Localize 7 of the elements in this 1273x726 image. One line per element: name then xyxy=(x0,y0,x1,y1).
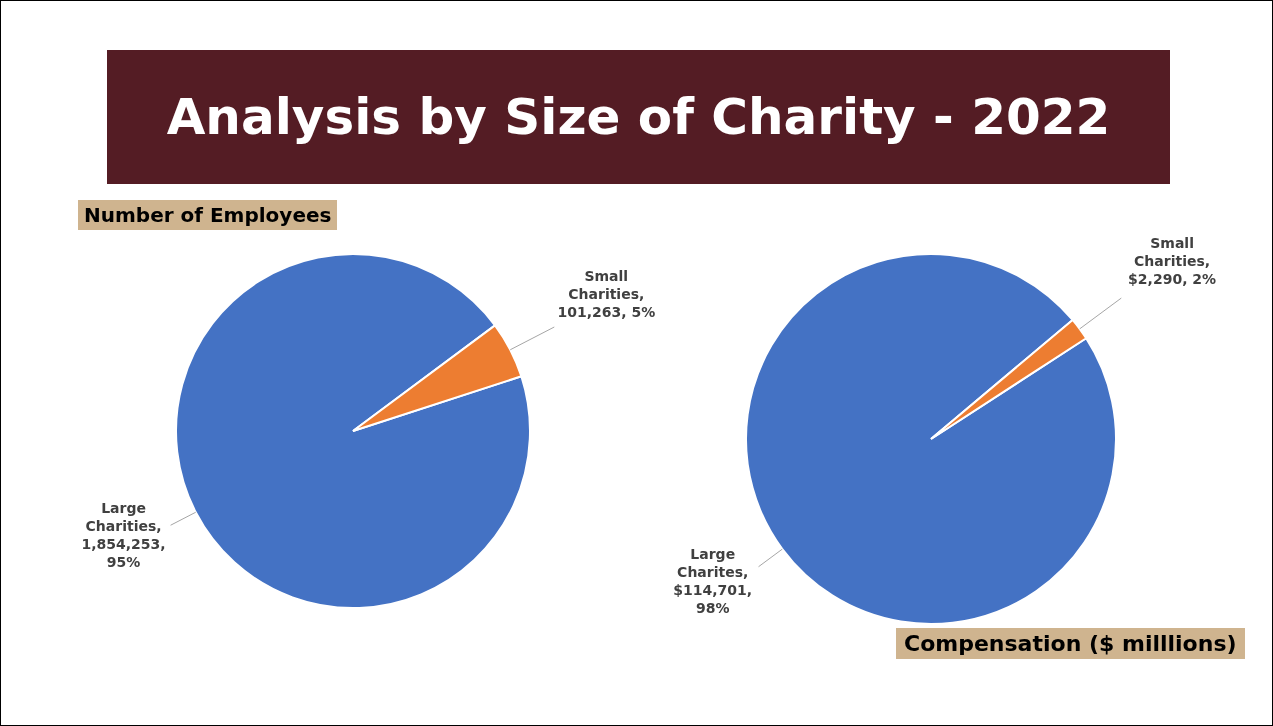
slice-label: Large Charities, 1,854,253, 95% xyxy=(81,500,166,571)
slice-label: Small Charities, 101,263, 5% xyxy=(557,268,656,321)
chart-title: Analysis by Size of Charity - 2022 xyxy=(107,50,1170,184)
chart-subtitle: Number of Employees xyxy=(78,200,338,230)
text: Compensation ($ milllions) xyxy=(896,628,1245,659)
slice-label: Large Charites, $114,701, 98% xyxy=(673,545,753,616)
slice-label: Small Charities, $2,290, 2% xyxy=(1128,235,1217,288)
